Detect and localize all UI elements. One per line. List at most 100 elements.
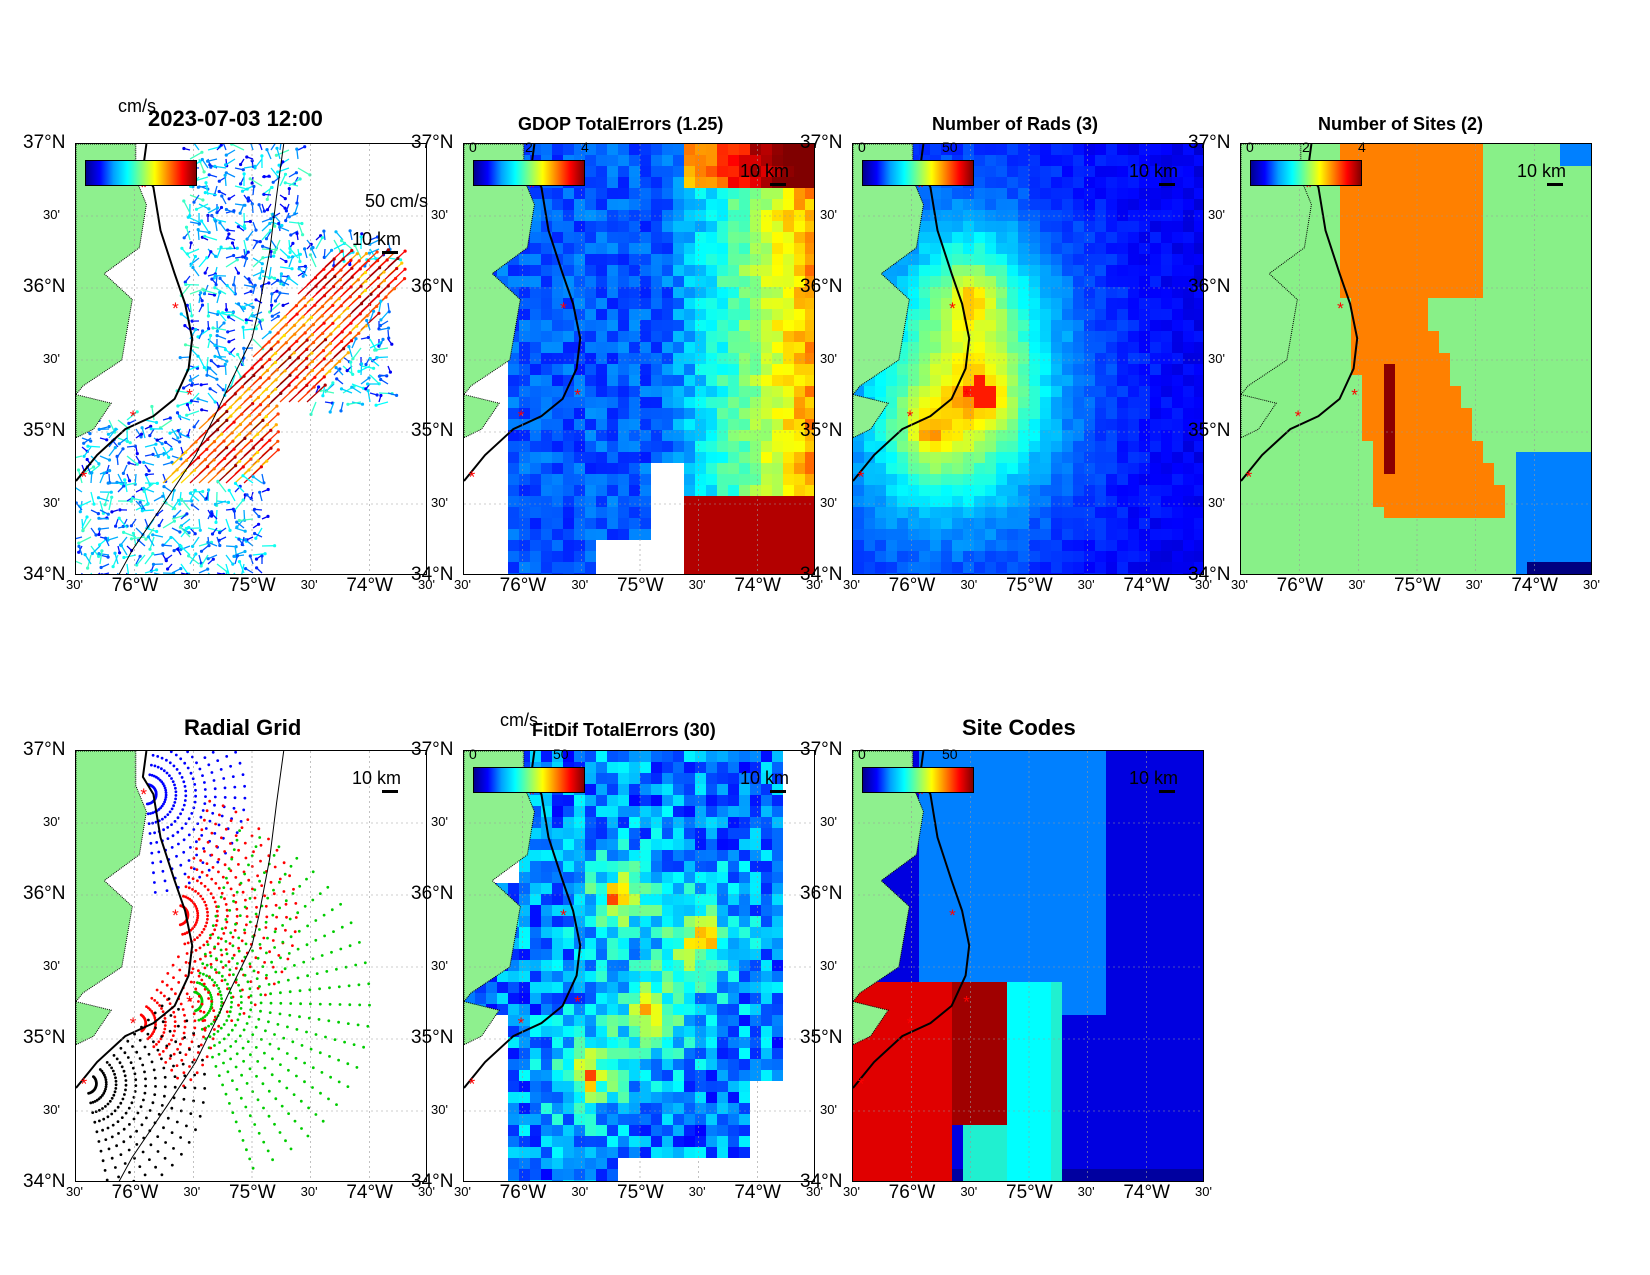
panel-title-gdop: GDOP TotalErrors (1.25) (518, 114, 724, 134)
lat-tick-label: 30' (1208, 207, 1225, 222)
lon-tick-label: 74°W (734, 575, 781, 596)
scale-bar-label: 10 km (1129, 161, 1179, 181)
units-label: cm/s (118, 96, 156, 116)
lat-tick-label: 36°N (23, 883, 66, 904)
lat-tick-label: 37°N (23, 132, 66, 153)
lon-tick-label: 76°W (111, 575, 159, 596)
map-svg-fitdif: ***** (464, 751, 814, 1181)
lon-tick-label: 30' (1583, 577, 1600, 592)
lon-tick-label: 76°W (499, 1182, 547, 1203)
scale-bar-label: 10 km (352, 768, 402, 788)
lat-tick-label: 34°N (1188, 564, 1231, 585)
colorbar-tick: 50 (942, 746, 958, 762)
lat-tick-label: 30' (43, 814, 60, 829)
lon-tick-label: 74°W (346, 1182, 393, 1203)
colorbar-tick: 0 (1246, 139, 1254, 155)
lat-tick-label: 35°N (800, 420, 843, 441)
colorbar-tick: 4 (1358, 139, 1366, 155)
lon-tick-label: 76°W (888, 575, 936, 596)
map-axes-vectors: * * * * * (75, 143, 427, 575)
lat-tick-label: 30' (1208, 351, 1225, 366)
colorbar-nrads (862, 160, 974, 186)
lon-tick-label: 30' (571, 1184, 589, 1199)
lat-tick-label: 34°N (23, 564, 66, 585)
scale-bar (1159, 183, 1175, 186)
lat-tick-label: 34°N (411, 564, 454, 585)
map-axes-nsites: * * * * * (1240, 143, 1592, 575)
lon-tick-label: 30' (300, 1184, 318, 1199)
lon-tick-label: 30' (1077, 577, 1095, 592)
scale-bar-label: 10 km (740, 161, 790, 181)
svg-text:*: * (560, 299, 567, 318)
colorbar-sitecodes (862, 767, 974, 793)
scale-bar-label: 10 km (352, 229, 402, 249)
svg-text:*: * (528, 178, 535, 197)
lat-tick-label: 37°N (23, 739, 66, 760)
scale-bar (382, 790, 398, 793)
lat-tick-label: 30' (820, 207, 837, 222)
svg-text:*: * (172, 299, 179, 318)
lat-tick-label: 30' (431, 351, 448, 366)
panel-title-nsites: Number of Sites (2) (1318, 114, 1484, 134)
lon-tick-label: 75°W (617, 1182, 664, 1203)
lat-tick-label: 30' (43, 495, 60, 510)
colorbar-tick: 0 (858, 746, 866, 762)
svg-text:*: * (574, 386, 581, 405)
lon-tick-label: 30' (1348, 577, 1366, 592)
svg-text:*: * (963, 386, 970, 405)
lon-tick-label: 30' (300, 577, 318, 592)
lat-tick-label: 35°N (411, 420, 454, 441)
lon-tick-label: 74°W (1511, 575, 1558, 596)
lon-tick-label: 74°W (1123, 1182, 1170, 1203)
lon-tick-label: 76°W (1276, 575, 1324, 596)
lon-tick-label: 30' (843, 1184, 860, 1199)
scale-bar (770, 183, 786, 186)
lat-tick-label: 35°N (23, 1027, 66, 1048)
colorbar-tick: 0 (469, 746, 477, 762)
lat-tick-label: 30' (431, 495, 448, 510)
colorbar-vectors (85, 160, 197, 186)
lon-tick-label: 30' (1195, 1184, 1212, 1199)
lon-tick-label: 75°W (229, 575, 276, 596)
panel-title-fitdif: FitDif TotalErrors (30) (532, 720, 716, 740)
map-axes-fitdif: * * * * * (463, 750, 815, 1182)
lon-tick-label: 75°W (229, 1182, 276, 1203)
map-svg-sitecodes: ***** (853, 751, 1203, 1181)
lon-tick-label: 30' (66, 1184, 83, 1199)
lat-tick-label: 30' (820, 495, 837, 510)
lat-tick-label: 34°N (800, 564, 843, 585)
colorbar-tick: 4 (581, 139, 589, 155)
lat-tick-label: 37°N (411, 132, 454, 153)
lon-tick-label: 74°W (1123, 575, 1170, 596)
lat-tick-label: 30' (431, 958, 448, 973)
lat-tick-label: 37°N (1188, 132, 1231, 153)
lat-tick-label: 30' (431, 1102, 448, 1117)
lat-tick-label: 37°N (800, 132, 843, 153)
lat-tick-label: 35°N (411, 1027, 454, 1048)
lat-tick-label: 35°N (23, 420, 66, 441)
panel-title-site-codes: Site Codes (962, 715, 1076, 740)
lat-tick-label: 37°N (411, 739, 454, 760)
lat-tick-label: 30' (820, 814, 837, 829)
lat-tick-label: 30' (431, 814, 448, 829)
lon-tick-label: 30' (571, 577, 589, 592)
lon-tick-label: 75°W (617, 575, 664, 596)
svg-text:*: * (81, 468, 88, 487)
lon-tick-label: 30' (454, 577, 471, 592)
colorbar-tick: 50 (942, 139, 958, 155)
lon-tick-label: 74°W (734, 1182, 781, 1203)
lon-tick-label: 30' (960, 577, 978, 592)
scale-bar (1159, 790, 1175, 793)
lon-tick-label: 30' (66, 577, 83, 592)
lat-tick-label: 34°N (23, 1171, 66, 1192)
map-axes-nrads: * * * * * (852, 143, 1204, 575)
units-label-fitdif: cm/s (500, 710, 538, 730)
lon-tick-label: 75°W (1394, 575, 1441, 596)
lon-tick-label: 76°W (499, 575, 547, 596)
panel-title-timestamp: 2023-07-03 12:00 (148, 106, 323, 131)
svg-text:*: * (140, 178, 147, 197)
lon-tick-label: 30' (1465, 577, 1483, 592)
lon-tick-label: 30' (960, 1184, 978, 1199)
scale-bar-label: 10 km (740, 768, 790, 788)
lat-tick-label: 34°N (411, 1171, 454, 1192)
